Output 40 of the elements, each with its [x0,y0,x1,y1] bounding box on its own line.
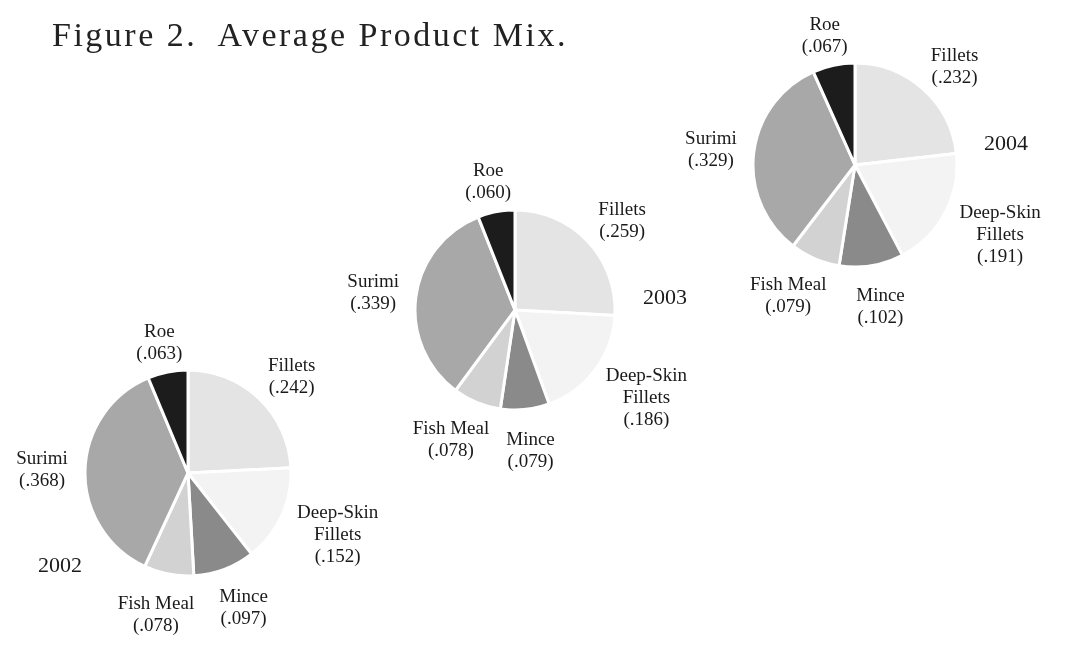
slice-label: Fillets [598,197,646,219]
slice-label: Deep-Skin Fillets [297,500,379,544]
slice-label: Fish Meal [749,273,827,295]
slice-label: Roe [809,12,841,34]
data-label: (.079) [765,295,812,318]
slice-label: Mince [219,584,268,606]
text: 2002 [38,552,82,578]
slice-label: Surimi [16,447,68,469]
data-label: (.242) [268,375,315,398]
slice-label: Fish Meal [412,417,490,439]
data-label: (.368) [19,469,65,492]
data-label: (.232) [931,65,978,88]
data-label: (.339) [350,292,397,315]
slice-label: Surimi [685,126,737,148]
data-label: (.097) [220,606,267,629]
data-label: (.078) [427,439,474,462]
slice-label: Fillets [267,353,316,375]
slice-label: Deep-Skin Fillets [605,364,688,408]
data-label: (.329) [688,148,734,171]
data-label: (.259) [599,219,646,242]
slice-label: Roe [472,159,504,181]
data-label: (.152) [314,544,361,567]
slice-label: Mince [506,428,555,450]
data-label: (.102) [857,305,904,328]
slice-label: Roe [143,319,175,341]
data-label: (.079) [507,450,554,473]
slice-label: Fillets [930,43,979,65]
text: 2004 [984,130,1028,156]
data-label: (.191) [977,244,1023,267]
data-label: (.067) [801,34,848,57]
slice-label: Fish Meal [117,592,195,614]
slice-label: Mince [856,283,905,305]
data-label: (.186) [623,408,670,431]
data-label: (.063) [136,341,183,364]
data-label: (.078) [132,614,179,637]
slice-label: Surimi [347,270,400,292]
text: 2003 [643,284,687,310]
data-label: (.060) [465,181,512,204]
caption: Figure 2. Average Product Mix. [52,16,568,54]
slice-label: Deep-Skin Fillets [959,200,1042,244]
